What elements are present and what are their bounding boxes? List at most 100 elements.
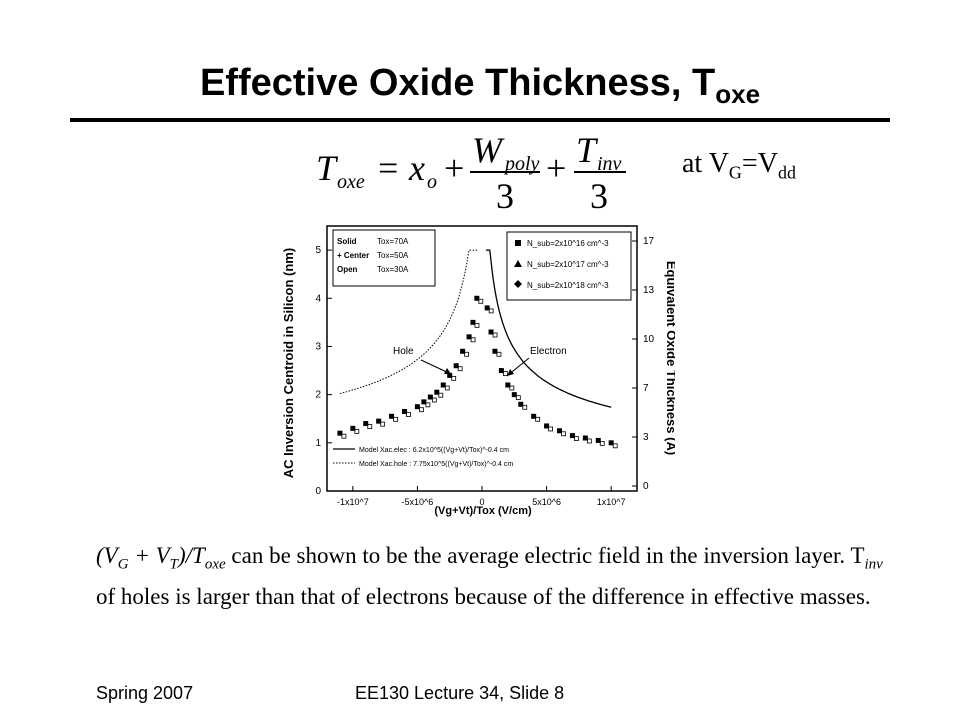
data-point-hole (447, 372, 453, 378)
x-tick-label: -5x10^6 (402, 497, 434, 507)
data-point-electron (488, 329, 494, 335)
eq-frac2-num-sub: inv (597, 153, 622, 175)
data-point-hole-open (393, 416, 398, 422)
data-point-electron (505, 382, 511, 388)
model-legend-electron: Model Xac.elec : 6.2x10^5((Vg+Vt)/Tox)^-… (359, 447, 509, 454)
x-tick-label: 1x10^7 (597, 497, 626, 507)
data-point-electron-open (492, 332, 498, 338)
legend-doping-label-1: N_sub=2x10^16 cm^-3 (527, 239, 609, 248)
data-point-electron (608, 440, 614, 446)
data-point-hole-open (451, 375, 457, 381)
eq-frac1-num: W (472, 130, 505, 170)
data-point-hole (421, 399, 427, 405)
data-point-electron-open (515, 395, 521, 401)
legend-oxide-label-3: Open (337, 265, 358, 274)
body-rest: can be shown to be the average electric … (225, 543, 865, 568)
data-point-hole (337, 430, 343, 436)
y-tick-label: 2 (315, 390, 321, 401)
body-vg-open: (V (96, 543, 118, 568)
data-point-hole (470, 319, 476, 325)
data-point-hole (434, 389, 440, 395)
data-point-hole (389, 413, 395, 419)
toxe-equation: T oxe = x o + W poly 3 + T inv 3 (316, 130, 626, 212)
annotation-hole-arrowhead (444, 368, 451, 374)
data-point-electron-open (509, 385, 515, 391)
body-sub-g: G (117, 556, 129, 573)
data-point-electron (595, 437, 601, 443)
data-point-electron-open (586, 438, 592, 444)
legend-marker-diamond (514, 280, 522, 288)
eq-equals: = (378, 148, 398, 188)
eq-term1-sub: o (427, 171, 437, 193)
footer-slide-info: EE130 Lecture 34, Slide 8 (355, 683, 565, 703)
data-point-hole (363, 421, 369, 427)
data-point-electron-open (561, 431, 566, 437)
data-point-electron (484, 305, 490, 311)
y-tick-label: 0 (315, 486, 321, 497)
eq-frac1-num-sub: poly (503, 153, 540, 175)
data-point-electron (531, 413, 537, 419)
legend-marker-triangle (514, 260, 522, 267)
data-point-electron-open (548, 426, 553, 432)
data-point-hole-open (457, 366, 463, 372)
x-tick-label: 5x10^6 (532, 497, 561, 507)
eq-frac2-num: T (576, 130, 599, 170)
data-point-hole-open (478, 298, 484, 304)
data-point-hole-open (367, 424, 373, 429)
data-point-electron-open (574, 436, 579, 441)
data-point-hole-open (380, 421, 386, 427)
y2-tick-label: 17 (643, 236, 655, 247)
data-point-hole (460, 348, 466, 354)
annotation-electron-arrowhead (507, 369, 514, 376)
y-tick-label: 3 (315, 341, 321, 352)
data-point-electron (569, 433, 575, 439)
eq-term1: x (408, 148, 425, 188)
eq-lhs-symbol: T (316, 148, 339, 188)
legend-oxide-label-1: Solid (337, 237, 357, 246)
x-tick-label: 0 (479, 497, 484, 507)
data-point-hole (466, 334, 472, 340)
annotation-hole: Hole (393, 346, 414, 357)
data-point-electron (518, 401, 524, 407)
data-point-hole (440, 382, 446, 388)
legend-doping-label-3: N_sub=2x10^18 cm^-3 (527, 281, 609, 290)
legend-model: Model Xac.elec : 6.2x10^5((Vg+Vt)/Tox)^-… (333, 447, 513, 468)
y-axis-label: AC Inversion Centroid in Silicon (nm) (281, 248, 296, 478)
data-point-hole-open (464, 351, 470, 357)
data-point-hole (414, 404, 420, 410)
y2-tick-label: 3 (643, 432, 649, 443)
data-point-hole (427, 394, 433, 400)
body-vt: + V (128, 543, 170, 568)
legend-oxide-value-2: Tox=50A (377, 251, 409, 260)
data-point-hole-open (419, 407, 424, 413)
eq-frac1-den: 3 (496, 176, 514, 212)
body-sub-oxe: oxe (204, 556, 226, 573)
data-point-electron (557, 428, 562, 434)
body-toxe: )/T (177, 543, 205, 568)
data-point-electron-open (522, 404, 528, 410)
body-end: of holes is larger than that of electron… (96, 583, 871, 609)
data-point-electron-open (502, 371, 508, 376)
data-point-hole (350, 425, 356, 431)
body-sub-inv: inv (864, 556, 883, 573)
legend-oxide-box (332, 229, 436, 287)
data-point-hole (402, 409, 407, 414)
data-point-hole-open (354, 428, 360, 434)
y2-tick-label: 13 (643, 285, 655, 296)
legend-marker-square (515, 240, 521, 246)
body-sub-t: T (169, 556, 178, 573)
model-curve-hole (339, 249, 479, 394)
y2-axis-label: Equivalent Oxide Thickness (A) (664, 261, 675, 455)
legend-doping-label-2: N_sub=2x10^17 cm^-3 (527, 260, 609, 269)
data-point-electron-open (599, 441, 605, 446)
cond-prefix: at V (682, 148, 729, 179)
x-axis-label: (Vg+Vt)/Tox (V/cm) (434, 505, 532, 517)
model-curve-electron (485, 249, 612, 408)
data-point-hole-open (438, 392, 444, 398)
legend-doping-box (506, 231, 632, 301)
eq-frac2-den: 3 (590, 176, 608, 212)
data-point-electron-open (535, 416, 541, 422)
data-point-hole-open (341, 433, 347, 439)
y2-tick-label: 10 (643, 334, 655, 345)
data-point-hole (453, 363, 459, 369)
